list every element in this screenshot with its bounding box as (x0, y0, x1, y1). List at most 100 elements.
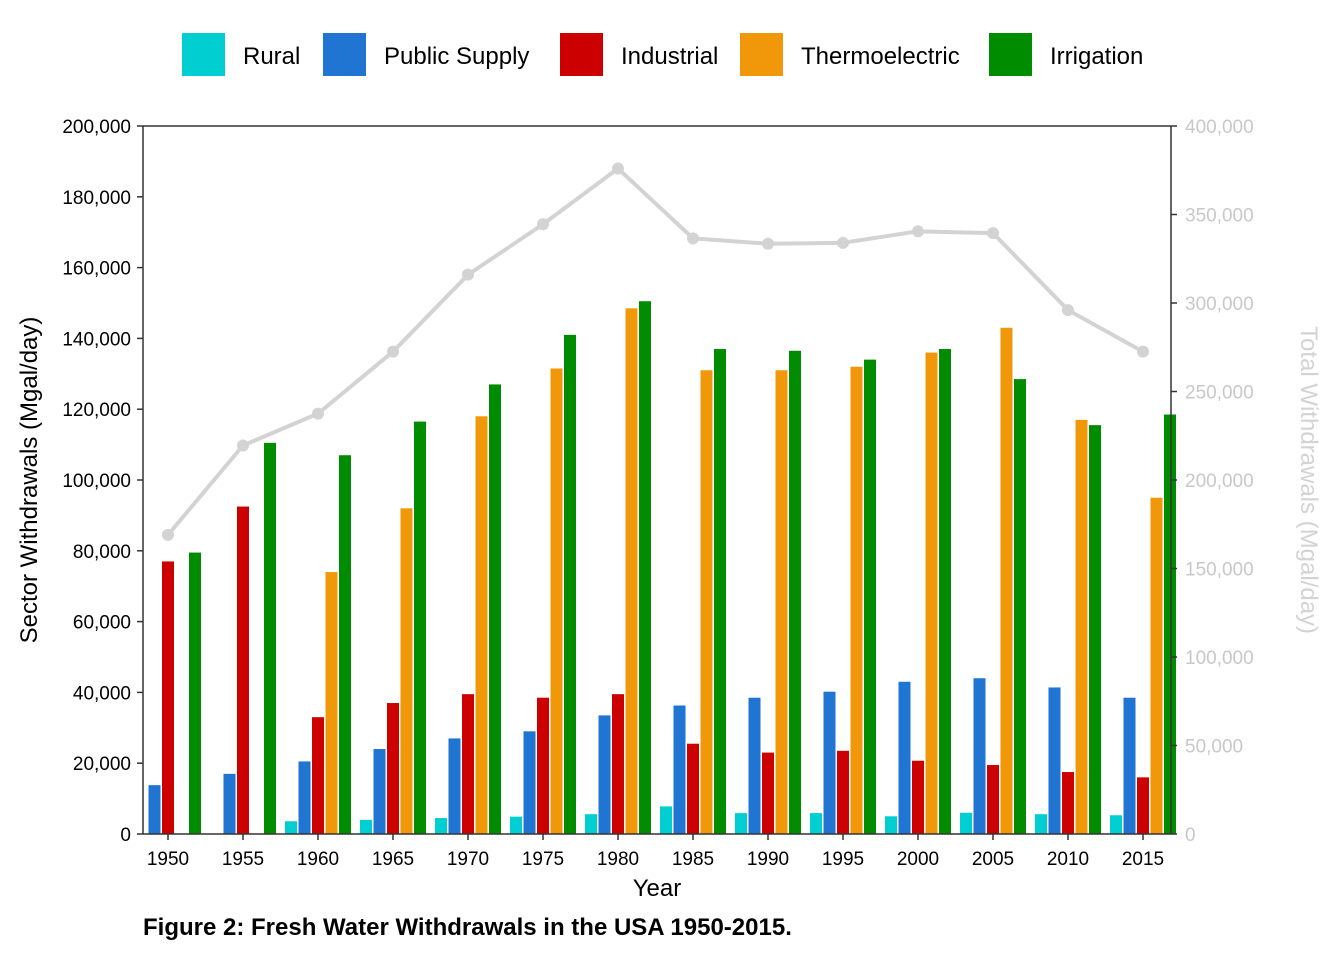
bar-rural-1990 (735, 813, 747, 834)
bar-industrial-1990 (762, 752, 774, 834)
y2-axis-title: Total Withdrawals (Mgal/day) (1295, 326, 1322, 634)
bar-industrial-1975 (537, 697, 549, 834)
bar-irrigation-1980 (639, 301, 651, 835)
x-tick-label: 1965 (372, 849, 414, 870)
bar-irrigation-1950 (189, 552, 201, 834)
bar-public-supply-1975 (523, 731, 536, 834)
bar-irrigation-1970 (489, 384, 501, 834)
legend-label-irrigation: Irrigation (1050, 43, 1143, 70)
bar-rural-2010 (1035, 814, 1047, 834)
bar-public-supply-1970 (448, 738, 461, 834)
y-tick-label: 180,000 (62, 188, 131, 209)
legend-label-rural: Rural (243, 43, 300, 70)
legend-label-thermoelectric: Thermoelectric (801, 43, 960, 70)
legend: Rural Public Supply Industrial Thermoelectr… (182, 33, 1143, 76)
y-tick-label: 80,000 (73, 542, 131, 563)
bar-thermoelectric-1975 (550, 368, 563, 834)
bar-public-supply-2005 (973, 678, 986, 834)
bar-industrial-2005 (987, 764, 999, 834)
bar-irrigation-1985 (714, 349, 726, 834)
x-tick-label: 1950 (147, 849, 189, 870)
bar-public-supply-2010 (1048, 687, 1061, 834)
bar-rural-1965 (360, 819, 372, 834)
total-point-1990 (762, 237, 774, 250)
x-tick-label: 1970 (447, 849, 489, 870)
y2-tick-label: 400,000 (1185, 117, 1254, 138)
bar-thermoelectric-1995 (850, 366, 863, 834)
bar-public-supply-1980 (598, 715, 611, 834)
x-tick-label: 2005 (972, 849, 1014, 870)
figure-caption: Figure 2: Fresh Water Withdrawals in the… (143, 914, 792, 941)
y2-tick-label: 100,000 (1185, 648, 1254, 669)
total-withdrawals-line (166, 166, 1144, 537)
bar-public-supply-1990 (748, 697, 761, 834)
x-tick-label: 1990 (747, 849, 789, 870)
bar-thermoelectric-2000 (925, 352, 938, 834)
y-tick-label: 100,000 (62, 471, 131, 492)
bar-rural-2015 (1110, 815, 1122, 834)
legend-swatch-public-supply (323, 33, 366, 76)
bar-public-supply-1955 (223, 773, 236, 834)
bar-industrial-1995 (837, 750, 849, 834)
y2-tick-label: 150,000 (1185, 560, 1254, 581)
bar-irrigation-2005 (1014, 379, 1026, 834)
y-tick-label: 120,000 (62, 400, 131, 421)
bar-industrial-2000 (912, 760, 924, 834)
y2-tick-label: 0 (1185, 825, 1196, 846)
x-tick-label: 1975 (522, 849, 564, 870)
bar-industrial-1970 (462, 694, 474, 834)
total-point-1965 (387, 345, 399, 358)
x-tick-label: 1980 (597, 849, 639, 870)
bars-layer (148, 301, 1176, 835)
y2-tick-label: 50,000 (1185, 737, 1243, 758)
bar-irrigation-1995 (864, 359, 876, 834)
total-point-1960 (312, 407, 324, 420)
x-tick-label: 1995 (822, 849, 864, 870)
bar-public-supply-1960 (298, 761, 311, 834)
bar-industrial-1980 (612, 694, 624, 834)
bar-thermoelectric-1965 (400, 508, 413, 834)
total-line-layer (162, 162, 1149, 541)
bar-irrigation-1955 (264, 442, 276, 834)
bar-irrigation-1990 (789, 350, 801, 834)
bar-thermoelectric-2005 (1000, 327, 1013, 834)
bar-public-supply-2015 (1123, 697, 1136, 834)
total-point-1955 (237, 439, 249, 452)
bar-public-supply-2000 (898, 681, 911, 834)
y-tick-label: 0 (120, 825, 131, 846)
total-point-1975 (537, 218, 549, 231)
legend-swatch-irrigation (989, 33, 1032, 76)
bar-rural-1975 (510, 816, 522, 834)
bar-irrigation-1965 (414, 421, 426, 834)
total-point-1995 (837, 236, 849, 249)
bar-thermoelectric-1985 (700, 370, 713, 834)
bar-thermoelectric-1990 (775, 370, 788, 834)
bar-irrigation-1975 (564, 334, 576, 834)
bar-public-supply-1965 (373, 749, 386, 834)
legend-label-industrial: Industrial (621, 43, 718, 70)
total-point-1980 (612, 162, 624, 175)
bar-thermoelectric-1980 (625, 308, 638, 834)
bar-industrial-2015 (1137, 777, 1149, 834)
bar-thermoelectric-1960 (325, 572, 338, 834)
bar-rural-1960 (285, 821, 297, 834)
x-tick-label: 2000 (897, 849, 939, 870)
legend-swatch-rural (182, 33, 225, 76)
plot-area (148, 162, 1176, 835)
bar-industrial-1950 (162, 561, 174, 834)
x-tick-label: 2015 (1122, 849, 1164, 870)
y-tick-label: 200,000 (62, 117, 131, 138)
y2-tick-label: 300,000 (1185, 294, 1254, 315)
y-tick-label: 60,000 (73, 613, 131, 634)
x-tick-label: 2010 (1047, 849, 1089, 870)
x-tick-label: 1985 (672, 849, 714, 870)
total-point-1985 (687, 232, 699, 245)
legend-label-public-supply: Public Supply (384, 43, 529, 70)
total-point-1970 (462, 268, 474, 281)
total-point-2000 (912, 225, 924, 238)
x-tick-label: 1955 (222, 849, 264, 870)
bar-thermoelectric-2010 (1075, 419, 1088, 834)
bar-rural-1995 (810, 813, 822, 834)
bar-industrial-1960 (312, 717, 324, 834)
